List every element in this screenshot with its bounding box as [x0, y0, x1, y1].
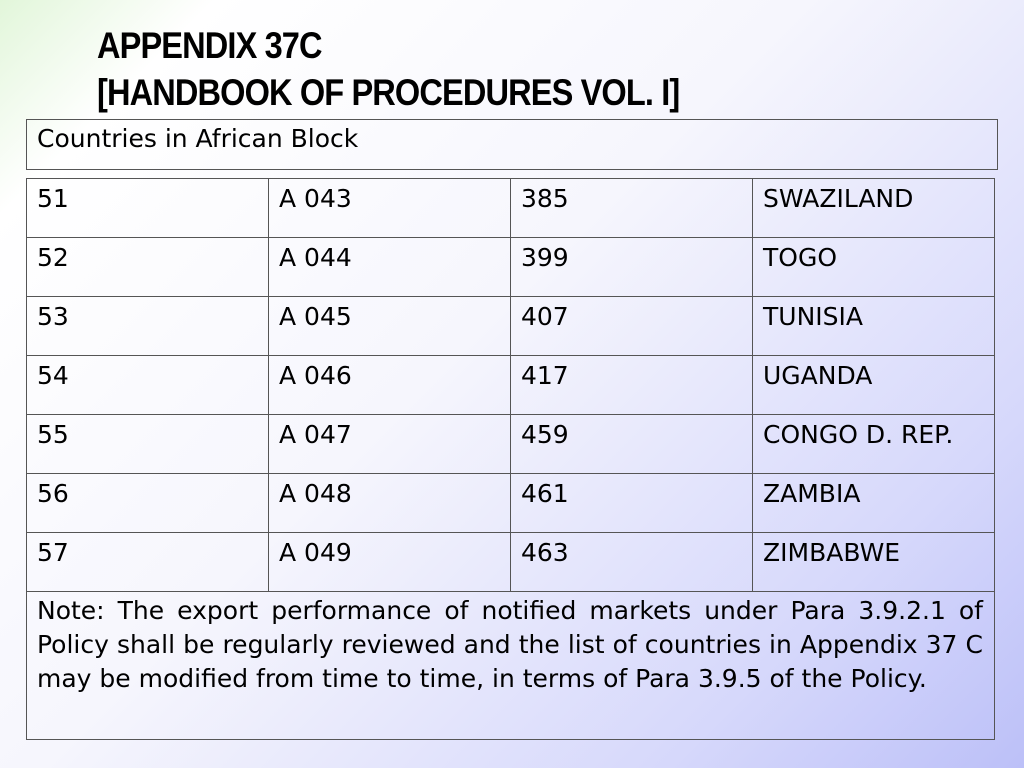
- table-row: 55 A 047 459 CONGO D. REP.: [26, 414, 995, 474]
- table-row: 57 A 049 463 ZIMBABWE: [26, 532, 995, 592]
- note-row: Note: The export performance of notified…: [26, 591, 995, 740]
- block-header: Countries in African Block: [26, 119, 998, 170]
- number-cell: 461: [510, 473, 753, 533]
- country-cell: TUNISIA: [752, 296, 995, 356]
- country-cell: ZIMBABWE: [752, 532, 995, 592]
- table-row: 53 A 045 407 TUNISIA: [26, 296, 995, 356]
- serial-cell: 54: [26, 355, 269, 415]
- countries-table: 51 A 043 385 SWAZILAND 52 A 044 399 TOGO…: [26, 178, 995, 740]
- serial-cell: 56: [26, 473, 269, 533]
- number-cell: 459: [510, 414, 753, 474]
- country-cell: ZAMBIA: [752, 473, 995, 533]
- code-cell: A 049: [268, 532, 511, 592]
- title-line-appendix: APPENDIX 37C: [97, 25, 323, 66]
- policy-note: Note: The export performance of notified…: [26, 591, 995, 740]
- number-cell: 463: [510, 532, 753, 592]
- country-cell: TOGO: [752, 237, 995, 297]
- serial-cell: 55: [26, 414, 269, 474]
- serial-cell: 53: [26, 296, 269, 356]
- serial-cell: 52: [26, 237, 269, 297]
- country-cell: CONGO D. REP.: [752, 414, 995, 474]
- number-cell: 407: [510, 296, 753, 356]
- table-row: 54 A 046 417 UGANDA: [26, 355, 995, 415]
- country-cell: UGANDA: [752, 355, 995, 415]
- code-cell: A 044: [268, 237, 511, 297]
- number-cell: 385: [510, 178, 753, 238]
- code-cell: A 047: [268, 414, 511, 474]
- table-row: 52 A 044 399 TOGO: [26, 237, 995, 297]
- number-cell: 399: [510, 237, 753, 297]
- code-cell: A 046: [268, 355, 511, 415]
- country-cell: SWAZILAND: [752, 178, 995, 238]
- number-cell: 417: [510, 355, 753, 415]
- page-title: APPENDIX 37C [HANDBOOK OF PROCEDURES VOL…: [97, 22, 680, 116]
- serial-cell: 51: [26, 178, 269, 238]
- table-row: 51 A 043 385 SWAZILAND: [26, 178, 995, 238]
- table-row: 56 A 048 461 ZAMBIA: [26, 473, 995, 533]
- serial-cell: 57: [26, 532, 269, 592]
- code-cell: A 043: [268, 178, 511, 238]
- code-cell: A 048: [268, 473, 511, 533]
- title-line-handbook: [HANDBOOK OF PROCEDURES VOL. I]: [97, 72, 680, 113]
- code-cell: A 045: [268, 296, 511, 356]
